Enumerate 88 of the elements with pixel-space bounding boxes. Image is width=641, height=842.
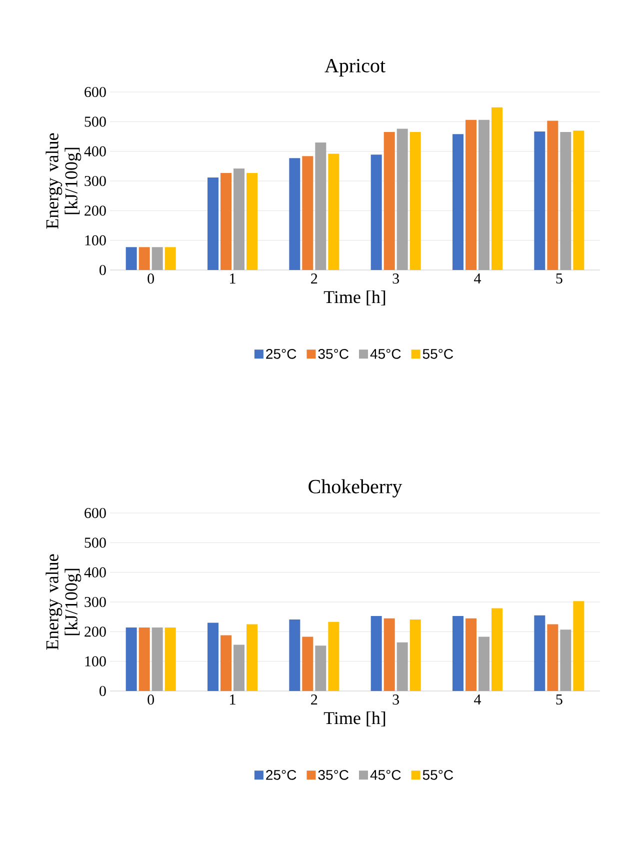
y-tick-label: 200	[84, 206, 106, 216]
bar	[560, 132, 572, 270]
x-tick-label: 2	[311, 274, 318, 284]
bar	[220, 635, 232, 692]
bar	[534, 615, 546, 692]
bar	[315, 646, 326, 692]
legend-label: 45°C	[370, 348, 401, 359]
y-tick-label: 100	[85, 656, 106, 666]
y-axis-title: Energy value [kJ/100g]	[46, 133, 82, 229]
y-tick-label: 600	[84, 86, 106, 98]
bar	[492, 107, 503, 270]
legend-label: 25°C	[266, 348, 296, 359]
y-axis-title: Energy value [kJ/100g]	[46, 554, 82, 650]
bar	[452, 616, 464, 692]
x-axis-title: Time [h]	[324, 712, 386, 726]
bar	[152, 247, 163, 270]
bar	[560, 630, 572, 692]
bar	[208, 622, 218, 692]
bar	[246, 172, 258, 270]
y-tick-label: 400	[84, 567, 106, 578]
y-tick-label: 400	[84, 146, 106, 156]
bar	[396, 642, 408, 692]
bar	[410, 620, 421, 692]
x-tick-label: 4	[474, 274, 482, 284]
y-tick-label: 200	[84, 626, 106, 637]
y-tick-label: 500	[84, 538, 106, 548]
x-tick-label: 1	[230, 694, 236, 704]
legend-label: 55°C	[422, 348, 454, 359]
bar	[220, 172, 232, 270]
bar	[328, 622, 340, 692]
legend-label: 35°C	[318, 770, 348, 780]
x-tick-label: 0	[148, 274, 154, 284]
x-tick-label: 4	[474, 694, 482, 704]
bar	[547, 624, 558, 692]
y-tick-label: 0	[100, 264, 106, 276]
bar	[547, 120, 558, 270]
bar	[573, 601, 584, 692]
legend-label: 25°C	[266, 770, 296, 780]
bar	[452, 134, 464, 270]
bar	[478, 636, 490, 692]
y-tick-label: 300	[84, 176, 106, 186]
bar	[370, 616, 382, 692]
x-tick-label: 0	[148, 694, 154, 705]
x-tick-label: 3	[392, 694, 399, 705]
y-tick-label: 600	[84, 508, 106, 518]
x-tick-label: 5	[556, 694, 562, 704]
bar	[466, 618, 476, 692]
bar	[138, 247, 150, 270]
bar	[573, 130, 584, 270]
chart-title: Apricot	[324, 58, 386, 76]
bar	[328, 154, 340, 270]
bar	[208, 177, 218, 270]
bar	[234, 644, 244, 692]
bar	[466, 120, 476, 270]
bar	[410, 132, 421, 270]
bar	[126, 628, 137, 692]
y-tick-label: 500	[84, 116, 106, 127]
bar	[384, 132, 395, 270]
x-axis-title: Time [h]	[324, 290, 386, 306]
bar	[492, 608, 503, 692]
bar	[289, 620, 300, 692]
legend-label: 35°C	[318, 348, 348, 359]
bar	[302, 636, 314, 692]
bar	[384, 618, 395, 692]
bar	[289, 158, 300, 270]
x-tick-label: 1	[230, 274, 236, 284]
bar	[396, 128, 408, 270]
x-tick-label: 5	[556, 274, 562, 284]
y-tick-label: 100	[85, 235, 106, 246]
legend-label: 45°C	[370, 770, 401, 780]
bar	[370, 154, 382, 270]
bar	[152, 628, 163, 692]
bar	[138, 628, 150, 692]
bar	[315, 142, 326, 270]
bar	[164, 628, 176, 692]
y-tick-label: 300	[84, 596, 106, 608]
bar	[246, 624, 258, 692]
bar	[164, 247, 176, 270]
bar	[234, 168, 244, 270]
bar	[302, 156, 314, 270]
y-tick-label: 0	[100, 686, 106, 696]
x-tick-label: 2	[311, 694, 318, 704]
chart-title: Chokeberry	[308, 479, 402, 498]
bar	[534, 131, 546, 270]
legend-label: 55°C	[422, 770, 454, 780]
bar	[126, 247, 137, 270]
bar	[478, 120, 490, 270]
x-tick-label: 3	[392, 274, 399, 284]
